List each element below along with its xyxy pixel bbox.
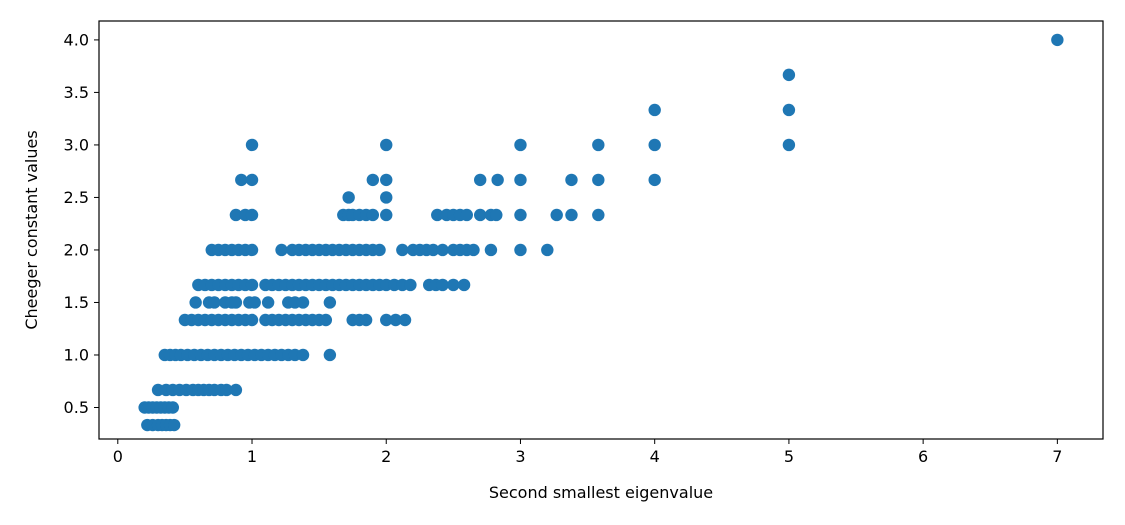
data-point	[380, 173, 393, 187]
data-point	[514, 138, 527, 152]
data-point	[447, 278, 460, 292]
data-point	[275, 243, 288, 257]
data-point	[235, 173, 248, 187]
data-point	[1051, 33, 1064, 47]
data-point	[396, 243, 409, 257]
data-point	[380, 138, 393, 152]
data-point	[167, 418, 181, 432]
data-point	[404, 278, 417, 292]
y-tick-label: 2.5	[64, 188, 89, 207]
data-point	[782, 138, 796, 152]
data-points	[138, 33, 1064, 432]
y-tick-label: 3.0	[64, 135, 89, 154]
data-point	[380, 208, 393, 222]
data-point	[323, 296, 337, 309]
x-tick-label: 0	[113, 447, 123, 466]
data-point	[359, 313, 373, 327]
data-point	[342, 191, 355, 204]
data-point	[248, 296, 261, 309]
data-point	[189, 296, 202, 309]
data-point	[550, 208, 563, 222]
data-point	[457, 278, 471, 292]
data-point	[208, 296, 221, 309]
data-point	[380, 313, 393, 327]
data-point	[436, 278, 449, 292]
data-point	[229, 383, 243, 397]
x-tick-label: 1	[247, 447, 257, 466]
data-point	[514, 173, 527, 187]
data-point	[565, 173, 578, 187]
data-point	[398, 313, 412, 327]
data-point	[366, 173, 380, 187]
data-point	[431, 208, 444, 222]
data-point	[366, 208, 380, 222]
x-axis-label: Second smallest eigenvalue	[489, 483, 713, 502]
x-tick-label: 7	[1052, 447, 1062, 466]
data-point	[245, 243, 259, 257]
x-axis: 0 1 2 3 4 5 6 7	[113, 439, 1062, 466]
data-point	[514, 243, 527, 257]
data-point	[319, 313, 333, 327]
x-tick-label: 5	[784, 447, 794, 466]
x-tick-label: 3	[515, 447, 525, 466]
data-point	[380, 191, 393, 204]
data-point	[565, 208, 578, 222]
y-tick-label: 0.5	[64, 398, 89, 417]
data-point	[467, 243, 480, 257]
data-point	[474, 173, 487, 187]
x-tick-label: 4	[650, 447, 660, 466]
data-point	[491, 173, 504, 187]
data-point	[436, 243, 449, 257]
data-point	[245, 278, 259, 292]
data-point	[389, 313, 402, 327]
x-tick-label: 6	[918, 447, 928, 466]
plot-frame	[98, 20, 1104, 440]
data-point	[220, 383, 233, 397]
data-point	[592, 138, 605, 152]
data-point	[323, 348, 337, 362]
data-point	[296, 348, 310, 362]
data-point	[474, 208, 487, 222]
data-point	[648, 173, 661, 187]
data-point	[782, 103, 796, 117]
data-point	[782, 68, 796, 82]
data-point	[460, 208, 473, 222]
x-tick-label: 2	[381, 447, 391, 466]
data-point	[229, 208, 243, 222]
data-point	[245, 208, 259, 222]
data-point	[229, 296, 243, 309]
data-point	[245, 173, 259, 187]
data-point	[373, 243, 386, 257]
data-point	[245, 313, 259, 327]
data-point	[490, 208, 503, 222]
y-tick-label: 2.0	[64, 240, 89, 259]
data-point	[541, 243, 554, 257]
data-point	[245, 138, 259, 152]
y-tick-label: 1.5	[64, 293, 89, 312]
data-point	[592, 208, 605, 222]
y-axis-label: Cheeger constant values	[22, 130, 41, 329]
data-point	[648, 103, 661, 117]
data-point	[261, 296, 275, 309]
data-point	[166, 401, 180, 414]
data-point	[484, 243, 498, 257]
y-axis: 0.5 1.0 1.5 2.0 2.5 3.0 3.5 4.0	[64, 30, 99, 417]
y-tick-label: 1.0	[64, 345, 89, 364]
data-point	[648, 138, 661, 152]
y-tick-label: 3.5	[64, 83, 89, 102]
data-point	[514, 208, 527, 222]
y-tick-label: 4.0	[64, 30, 89, 49]
data-point	[296, 296, 310, 309]
data-point	[592, 173, 605, 187]
data-point	[427, 243, 440, 257]
